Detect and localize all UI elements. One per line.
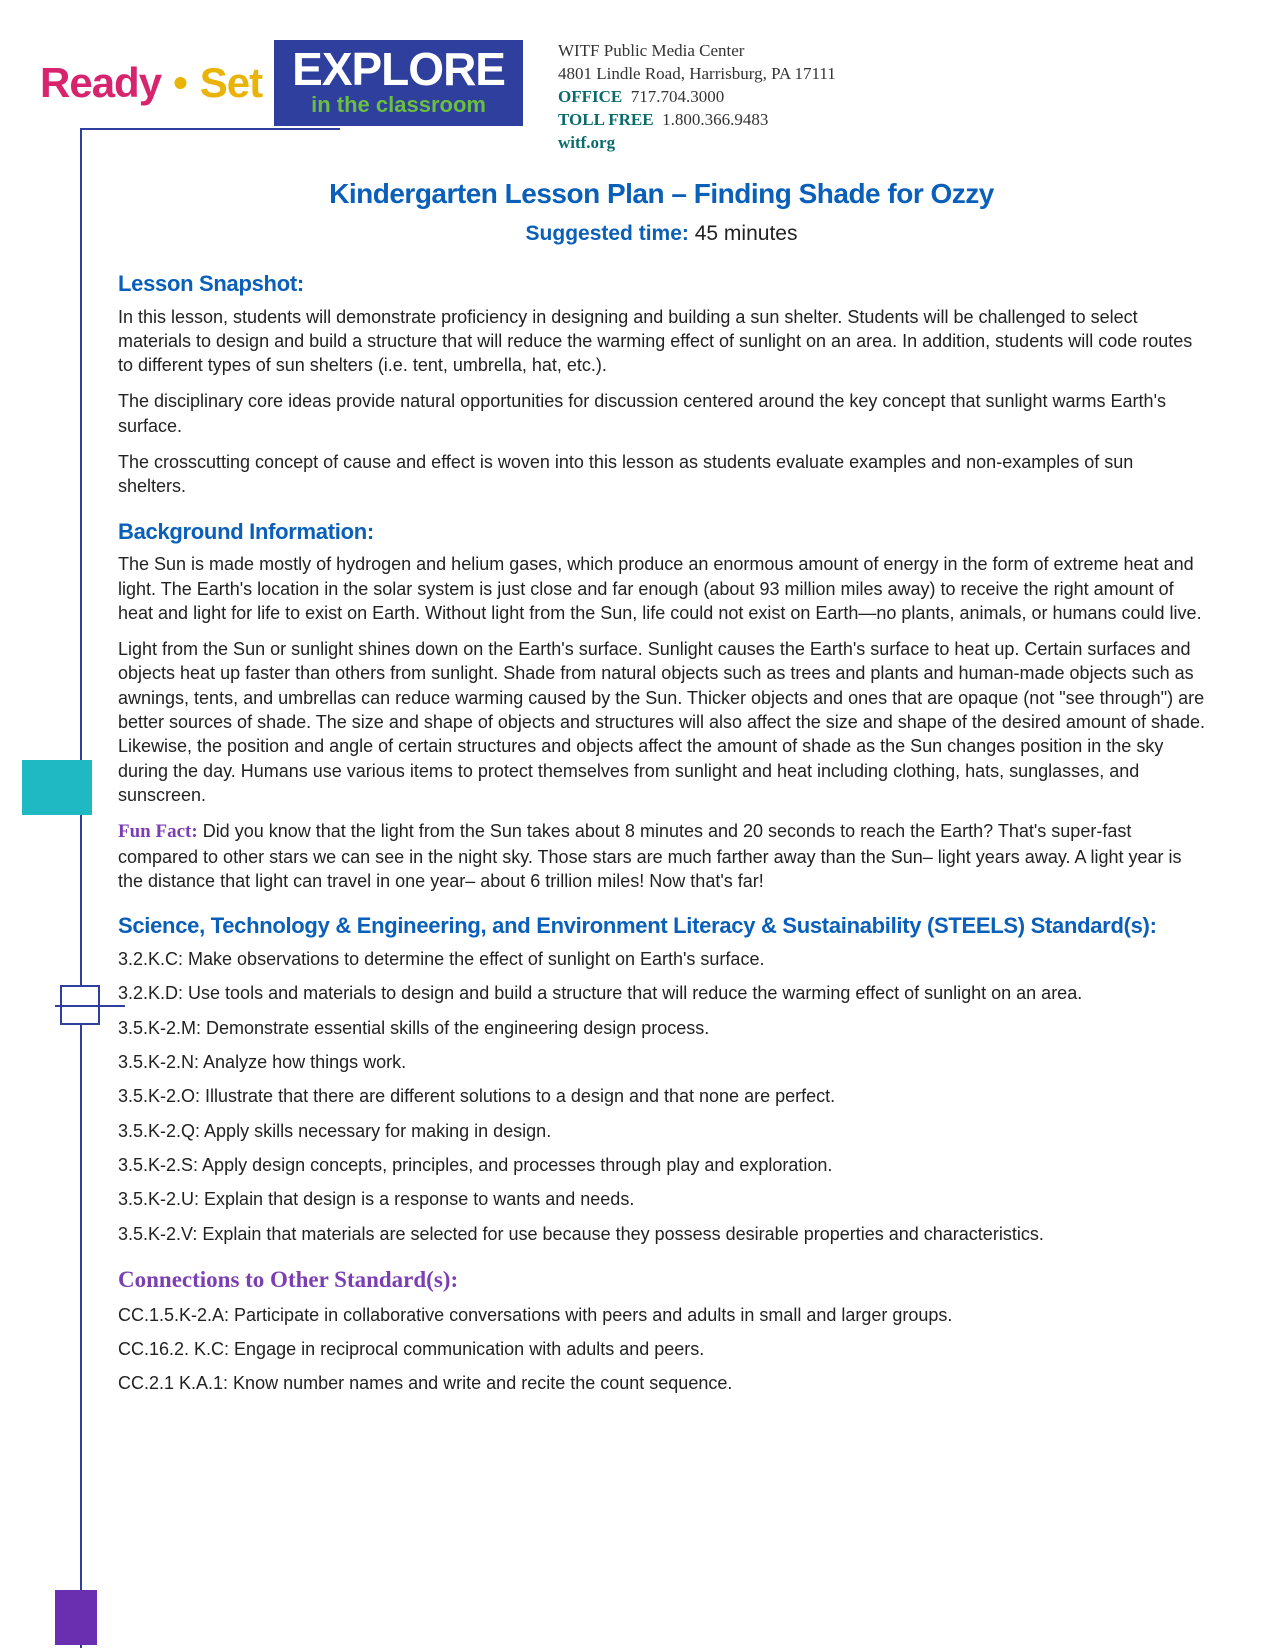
steels-standard: 3.5.K-2.O: Illustrate that there are dif… — [118, 1084, 1205, 1108]
contact-address: 4801 Lindle Road, Harrisburg, PA 17111 — [558, 63, 836, 86]
decor-top-line — [80, 128, 340, 130]
background-p2: Light from the Sun or sunlight shines do… — [118, 637, 1205, 807]
page-header: Ready • Set EXPLORE in the classroom WIT… — [0, 0, 1275, 155]
suggested-label: Suggested time: — [526, 222, 689, 245]
funfact-label: Fun Fact: — [118, 821, 198, 842]
snapshot-heading: Lesson Snapshot: — [118, 269, 1205, 299]
logo: Ready • Set EXPLORE in the classroom — [40, 40, 523, 126]
steels-standard: 3.5.K-2.V: Explain that materials are se… — [118, 1222, 1205, 1246]
background-p1: The Sun is made mostly of hydrogen and h… — [118, 552, 1205, 625]
steels-standard: 3.5.K-2.Q: Apply skills necessary for ma… — [118, 1119, 1205, 1143]
office-label: OFFICE — [558, 87, 622, 106]
steels-standard: 3.2.K.D: Use tools and materials to desi… — [118, 981, 1205, 1005]
decor-teal-block — [22, 760, 92, 815]
decor-purple-block — [55, 1590, 97, 1645]
steels-standard: 3.2.K.C: Make observations to determine … — [118, 947, 1205, 971]
connections-standard: CC.1.5.K-2.A: Participate in collaborati… — [118, 1303, 1205, 1327]
main-content: Kindergarten Lesson Plan – Finding Shade… — [0, 175, 1275, 1396]
funfact-text: Did you know that the light from the Sun… — [118, 821, 1182, 891]
suggested-time: Suggested time: 45 minutes — [118, 220, 1205, 248]
logo-explore-box: EXPLORE in the classroom — [274, 40, 523, 126]
tollfree-label: TOLL FREE — [558, 110, 654, 129]
logo-word-set: Set — [200, 55, 262, 112]
connections-heading: Connections to Other Standard(s): — [118, 1264, 1205, 1295]
steels-standard: 3.5.K-2.S: Apply design concepts, princi… — [118, 1153, 1205, 1177]
logo-explore-text: EXPLORE — [292, 46, 505, 92]
logo-dot: • — [173, 55, 188, 112]
contact-org: WITF Public Media Center — [558, 40, 836, 63]
steels-standard: 3.5.K-2.U: Explain that design is a resp… — [118, 1187, 1205, 1211]
snapshot-p1: In this lesson, students will demonstrat… — [118, 305, 1205, 378]
suggested-value: 45 minutes — [695, 222, 798, 245]
contact-block: WITF Public Media Center 4801 Lindle Roa… — [558, 40, 836, 155]
connections-standard: CC.16.2. K.C: Engage in reciprocal commu… — [118, 1337, 1205, 1361]
snapshot-p3: The crosscutting concept of cause and ef… — [118, 450, 1205, 499]
steels-standard: 3.5.K-2.N: Analyze how things work. — [118, 1050, 1205, 1074]
contact-tollfree-line: TOLL FREE 1.800.366.9483 — [558, 109, 836, 132]
tollfree-phone: 1.800.366.9483 — [662, 110, 768, 129]
page-title: Kindergarten Lesson Plan – Finding Shade… — [118, 175, 1205, 213]
office-phone: 717.704.3000 — [631, 87, 725, 106]
logo-classroom-text: in the classroom — [292, 94, 505, 116]
steels-heading: Science, Technology & Engineering, and E… — [118, 911, 1205, 941]
contact-office-line: OFFICE 717.704.3000 — [558, 86, 836, 109]
decor-mid-line — [55, 1005, 125, 1007]
background-heading: Background Information: — [118, 517, 1205, 547]
connections-standard: CC.2.1 K.A.1: Know number names and writ… — [118, 1371, 1205, 1395]
funfact-paragraph: Fun Fact: Did you know that the light fr… — [118, 819, 1205, 893]
decor-vertical-line — [80, 128, 82, 1648]
logo-word-ready: Ready — [40, 55, 161, 112]
steels-standard: 3.5.K-2.M: Demonstrate essential skills … — [118, 1016, 1205, 1040]
contact-website: witf.org — [558, 132, 836, 155]
snapshot-p2: The disciplinary core ideas provide natu… — [118, 389, 1205, 438]
